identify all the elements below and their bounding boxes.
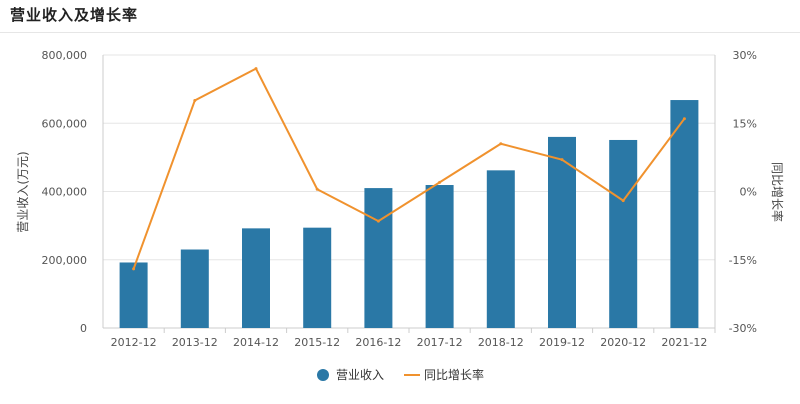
right-axis-ticks: -30% -15% 0% 15% 30%	[729, 49, 757, 335]
y2-tick-label: -15%	[729, 254, 757, 267]
line-series	[132, 67, 686, 271]
y2-axis-label: 同比增长率	[770, 162, 785, 222]
y2-tick-label: 0%	[740, 186, 757, 199]
legend: 营业收入 同比增长率	[317, 367, 484, 382]
title-divider	[0, 32, 800, 33]
line-point	[438, 180, 442, 184]
x-tick-label: 2013-12	[172, 336, 218, 349]
chart-title: 营业收入及增长率	[10, 6, 139, 24]
bar	[425, 185, 454, 328]
x-tick-label: 2014-12	[233, 336, 279, 349]
x-tick-label: 2015-12	[294, 336, 340, 349]
growth-line	[132, 67, 686, 270]
bar	[670, 100, 699, 328]
line-point	[132, 267, 136, 271]
line-point	[376, 219, 380, 223]
y2-tick-label: 30%	[733, 49, 757, 62]
y-tick-label: 200,000	[42, 254, 88, 267]
bar	[303, 227, 332, 328]
line-point	[560, 158, 564, 162]
y-axis-label: 营业收入(万元)	[16, 151, 30, 232]
x-tick-label: 2012-12	[111, 336, 157, 349]
legend-line-label: 同比增长率	[424, 367, 484, 382]
bar	[609, 139, 638, 328]
x-tick-label: 2019-12	[539, 336, 585, 349]
legend-bar-label: 营业收入	[336, 368, 384, 382]
x-tick-label: 2021-12	[661, 336, 707, 349]
y-tick-label: 0	[80, 322, 87, 335]
y-tick-label: 800,000	[42, 49, 88, 62]
x-tick-label: 2018-12	[478, 336, 524, 349]
bar	[119, 262, 148, 328]
bar	[364, 188, 393, 328]
y2-tick-label: -30%	[729, 322, 757, 335]
left-axis-ticks: 0 200,000 400,000 600,000 800,000	[42, 49, 88, 335]
line-point	[193, 99, 197, 102]
line-point	[621, 199, 625, 203]
legend-bar-marker	[317, 369, 329, 381]
line-point	[315, 187, 319, 191]
bar	[548, 136, 576, 328]
line-point	[254, 67, 258, 71]
line-point	[499, 142, 503, 146]
bar	[180, 249, 209, 328]
x-tick-label: 2020-12	[600, 336, 646, 349]
bar-series	[119, 100, 699, 328]
y2-tick-label: 15%	[733, 117, 757, 130]
bar	[242, 228, 270, 328]
line-point	[682, 117, 686, 121]
bar	[486, 170, 515, 328]
y-tick-label: 400,000	[42, 186, 88, 199]
x-tick-label: 2016-12	[355, 336, 401, 349]
x-tick-label: 2017-12	[417, 336, 463, 349]
x-axis-ticks: 2012-12 2013-12 2014-12 2015-12 2016-12 2017-…	[111, 328, 716, 349]
y-tick-label: 600,000	[42, 117, 88, 130]
